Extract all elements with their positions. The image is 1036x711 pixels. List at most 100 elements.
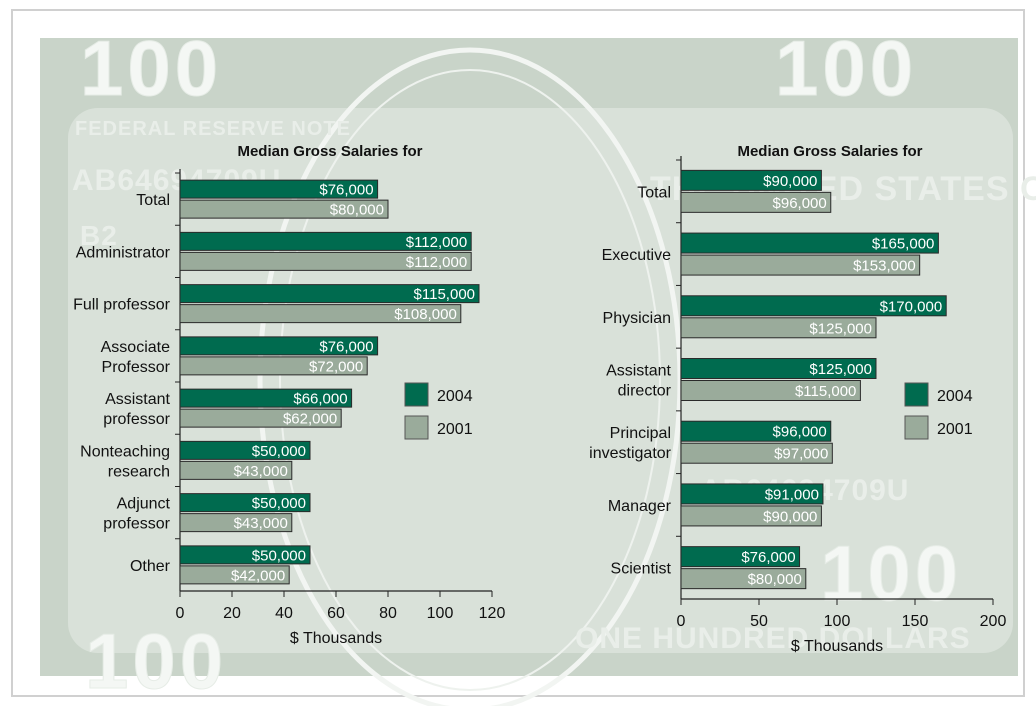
banknote-text: B2 (80, 220, 118, 251)
y-tick-label: Full professor (73, 297, 171, 314)
y-tick-label: Associate Professor (101, 339, 171, 376)
legend-label: 2001 (437, 421, 473, 438)
value-label: $112,000 (406, 234, 467, 251)
value-label: $115,000 (795, 383, 856, 400)
bar (680, 483, 824, 505)
legend-swatch (404, 415, 429, 440)
y-tick-label: Nonteaching research (80, 443, 170, 480)
bar (179, 460, 293, 480)
bar (680, 169, 822, 191)
bar (680, 505, 822, 527)
legend-label: 2001 (937, 421, 973, 438)
bar (680, 254, 921, 276)
portrait-oval (279, 69, 661, 691)
bar (680, 568, 807, 590)
bar (680, 317, 877, 339)
value-label: $76,000 (319, 182, 373, 199)
banknote-text: ONE HUNDRED DOLLARS (575, 622, 971, 655)
x-tick-label: 100 (824, 613, 851, 630)
value-label: $115,000 (414, 286, 475, 303)
value-label: $80,000 (748, 571, 802, 588)
x-tick-label: 40 (275, 605, 293, 622)
banknote-text: 100 (80, 24, 222, 112)
value-label: $96,000 (773, 195, 827, 212)
value-label: $50,000 (252, 495, 306, 512)
bar (179, 440, 311, 460)
value-label: $42,000 (231, 567, 285, 584)
bar (179, 565, 290, 585)
bar (179, 545, 311, 565)
value-label: $62,000 (283, 411, 337, 428)
y-tick-label: Adjunct professor (103, 496, 170, 533)
legend-swatch (904, 415, 929, 440)
bar (179, 493, 311, 513)
bar (179, 179, 379, 199)
x-tick-label: 100 (427, 605, 454, 622)
value-label: $43,000 (234, 515, 288, 532)
y-tick-label: Total (136, 192, 170, 209)
value-label: $170,000 (880, 298, 943, 315)
bar (680, 232, 939, 254)
bar (179, 408, 342, 428)
bar (179, 231, 472, 251)
value-label: $76,000 (741, 549, 795, 566)
value-label: $66,000 (293, 391, 347, 408)
bar (680, 191, 832, 213)
x-tick-label: 150 (902, 613, 929, 630)
legend-label: 2004 (937, 388, 973, 405)
x-tick-label: 50 (750, 613, 768, 630)
y-tick-label: Physician (603, 310, 671, 327)
value-label: $97,000 (774, 446, 828, 463)
value-label: $50,000 (252, 443, 306, 460)
x-axis-label: $ Thousands (791, 638, 883, 655)
bar (179, 336, 379, 356)
x-tick-label: 200 (980, 613, 1007, 630)
y-tick-label: Assistant director (606, 363, 672, 400)
bar (179, 284, 480, 304)
value-label: $96,000 (773, 424, 827, 441)
bar (680, 380, 861, 401)
value-label: $50,000 (252, 547, 306, 564)
bar (179, 251, 472, 271)
value-label: $72,000 (309, 358, 363, 375)
y-tick-label: Assistant professor (103, 391, 170, 428)
x-tick-label: 0 (176, 605, 185, 622)
value-label: $91,000 (765, 486, 819, 503)
x-tick-label: 80 (379, 605, 397, 622)
y-tick-label: Scientist (611, 561, 672, 578)
bar-chart: Median Gross Salaries for 0 20 40 60 80 100 120… (73, 143, 505, 647)
value-label: $153,000 (853, 258, 916, 275)
value-label: $76,000 (319, 338, 373, 355)
y-tick-label: Principal investigator (589, 425, 671, 462)
value-label: $90,000 (763, 173, 817, 190)
x-axis-label: $ Thousands (290, 630, 382, 647)
bar (179, 513, 293, 533)
x-tick-label: 120 (479, 605, 506, 622)
y-tick-label: Total (637, 184, 671, 201)
bar (680, 420, 832, 442)
y-tick-label: Administrator (76, 244, 171, 261)
value-label: $125,000 (809, 320, 872, 337)
value-label: $80,000 (330, 202, 384, 219)
bar (680, 358, 877, 379)
legend-label: 2004 (437, 388, 473, 405)
legend-swatch (904, 382, 929, 407)
value-label: $125,000 (809, 361, 872, 378)
banknote-text: 100 (820, 529, 962, 617)
value-label: $90,000 (763, 508, 817, 525)
x-tick-label: 0 (677, 613, 686, 630)
bar (179, 356, 368, 376)
bar (680, 442, 833, 464)
y-tick-label: Other (130, 558, 171, 575)
value-label: $43,000 (234, 463, 288, 480)
legend-swatch (404, 382, 429, 407)
bar (680, 295, 947, 317)
x-tick-label: 60 (327, 605, 345, 622)
bar (179, 304, 462, 324)
value-label: $112,000 (406, 254, 467, 271)
bar (680, 546, 801, 568)
banknote-text: 100 (775, 24, 917, 112)
